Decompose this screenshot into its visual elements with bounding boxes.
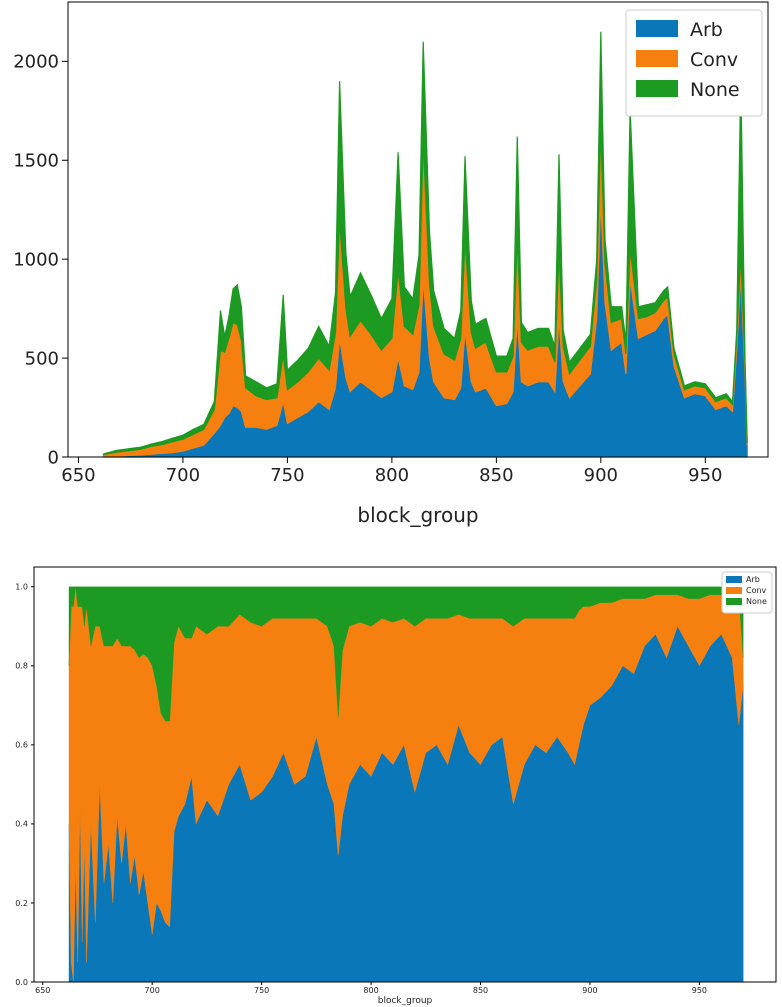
- y-tick-label: 0.2: [15, 899, 28, 908]
- x-tick-label: 850: [479, 465, 513, 486]
- x-tick-label: 650: [35, 986, 50, 995]
- y-tick-label: 2000: [13, 52, 59, 73]
- y-tick-label: 0: [48, 447, 59, 468]
- y-tick-label: 1000: [13, 249, 59, 270]
- legend-swatch-arb: [636, 20, 678, 37]
- y-axis-ticks: 0 500 1000 1500 2000: [13, 52, 68, 468]
- x-tick-label: 850: [473, 986, 488, 995]
- y-tick-label: 1.0: [15, 583, 28, 592]
- x-axis-ticks: 650 700 750 800 850 900 950: [61, 457, 722, 486]
- absolute-stacked-area-chart: 650 700 750 800 850 900 950 0 500 1000 1500 2000 b…: [13, 1, 769, 527]
- legend-swatch-conv: [726, 587, 742, 594]
- legend: Arb Conv None: [625, 9, 763, 117]
- plot-frame: [67, 1, 769, 458]
- legend-swatch-arb: [726, 576, 742, 583]
- plot-frame: [33, 566, 777, 983]
- x-tick-label: 700: [166, 465, 200, 486]
- legend: Arb Conv None: [721, 571, 773, 614]
- x-tick-label: 900: [584, 465, 618, 486]
- area-none: [68, 586, 744, 722]
- x-tick-label: 950: [692, 986, 707, 995]
- legend-label-conv: Conv: [746, 586, 767, 595]
- legend-label-conv: Conv: [690, 49, 738, 71]
- x-tick-label: 800: [363, 986, 378, 995]
- legend-label-arb: Arb: [690, 19, 723, 41]
- x-axis-label: block_group: [378, 996, 433, 1006]
- normalized-stacked-area-chart: 650 700 750 800 850 900 950 0.0 0.2 0.4 0.6 0.8 1.0…: [15, 566, 777, 1006]
- legend-swatch-none: [636, 80, 678, 97]
- x-tick-label: 700: [145, 986, 160, 995]
- area-layers: [68, 586, 744, 983]
- y-tick-label: 0.6: [15, 741, 28, 750]
- x-tick-label: 950: [688, 465, 722, 486]
- y-tick-label: 1500: [13, 151, 59, 172]
- x-tick-label: 750: [254, 986, 269, 995]
- area-none: [102, 31, 748, 456]
- y-tick-label: 0.4: [15, 820, 28, 829]
- legend-label-arb: Arb: [746, 575, 760, 584]
- legend-swatch-conv: [636, 50, 678, 67]
- x-axis-ticks: 650 700 750 800 850 900 950: [35, 982, 707, 995]
- y-tick-label: 0.0: [15, 978, 28, 987]
- x-tick-label: 800: [375, 465, 409, 486]
- x-tick-label: 650: [61, 465, 95, 486]
- legend-swatch-none: [726, 598, 742, 605]
- y-tick-label: 0.8: [15, 662, 28, 671]
- x-tick-label: 750: [270, 465, 304, 486]
- legend-label-none: None: [746, 597, 767, 606]
- legend-label-none: None: [690, 79, 740, 101]
- x-tick-label: 900: [582, 986, 597, 995]
- x-axis-label: block_group: [357, 503, 478, 527]
- y-axis-ticks: 0.0 0.2 0.4 0.6 0.8 1.0: [15, 583, 34, 987]
- y-tick-label: 500: [25, 348, 59, 369]
